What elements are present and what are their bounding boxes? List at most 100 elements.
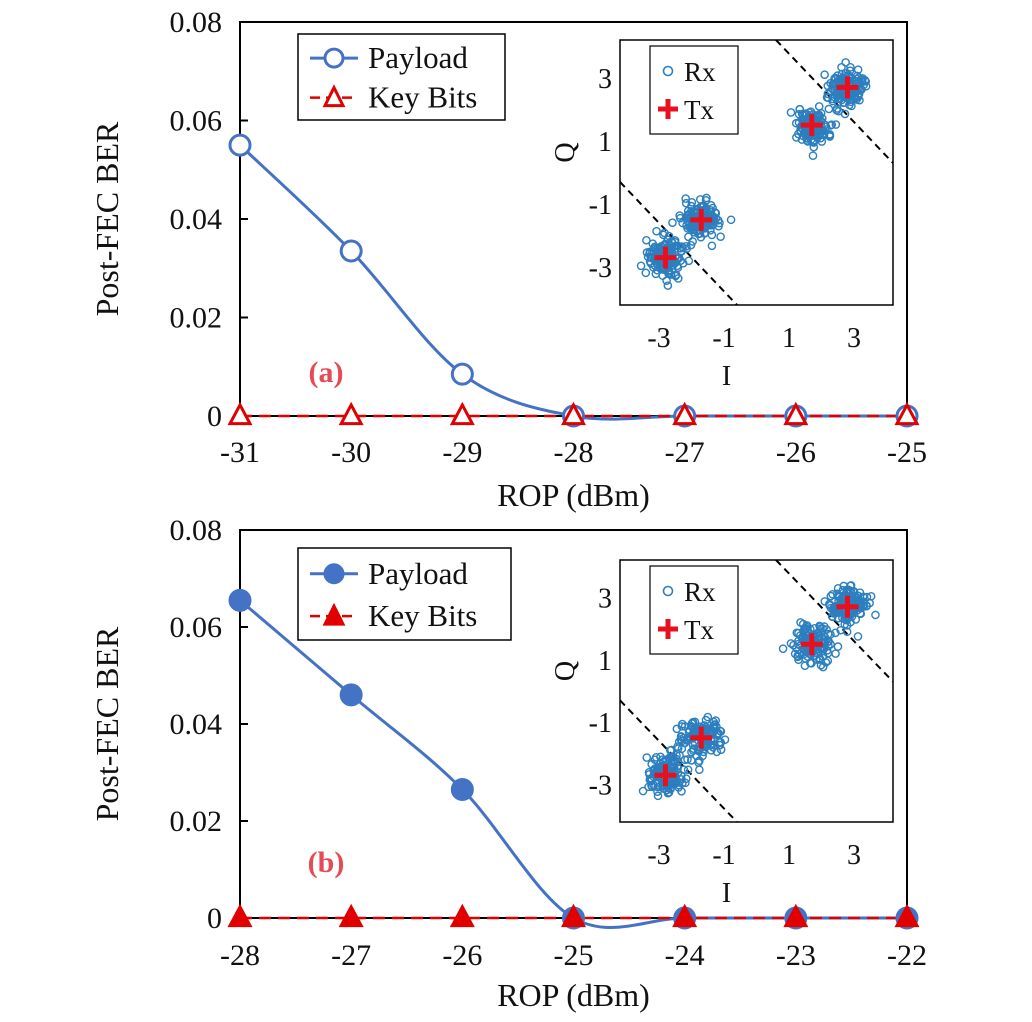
rx-point (638, 786, 648, 796)
x-tick-label: -30 (331, 436, 371, 469)
inset-frame (619, 39, 894, 306)
rx-point (837, 69, 847, 79)
rx-point (826, 630, 835, 639)
keybits-point (894, 903, 920, 928)
legend-keybits-label: Key Bits (368, 80, 477, 115)
rx-point (786, 108, 796, 117)
inset-y-axis-label: Q (550, 142, 581, 162)
rx-point (818, 624, 827, 633)
x-tick-label: -24 (665, 939, 705, 972)
rx-point (871, 610, 880, 620)
rx-point (817, 137, 827, 146)
rx-point (700, 229, 709, 238)
y-tick-label: 0.06 (170, 611, 223, 644)
rx-point (778, 644, 788, 653)
keybits-point (560, 903, 587, 928)
rx-point (846, 63, 855, 72)
inset-y-tick-label: -3 (589, 253, 612, 284)
rx-point (862, 592, 872, 602)
rx-point (836, 625, 845, 635)
inset-legend-rx-marker (662, 585, 674, 597)
keybits-point (449, 903, 475, 928)
rx-point (675, 213, 685, 223)
legend-keybits-marker (322, 602, 346, 626)
rx-point (831, 73, 840, 83)
inset-constellation: -3 -1 1 3 3 1 -1 -3 I Q Rx Tx (550, 554, 894, 909)
keybits-point (672, 401, 698, 426)
rx-point (644, 767, 654, 777)
rx-point (681, 194, 690, 203)
rx-point (793, 651, 802, 661)
x-tick-label: -31 (220, 436, 260, 469)
rx-point (673, 263, 683, 273)
y-tick-label: 0.04 (170, 203, 223, 236)
rx-point (683, 765, 693, 775)
rx-point (860, 75, 870, 85)
rx-point (707, 241, 717, 251)
inset-x-tick-label: 1 (782, 840, 796, 871)
rx-point (837, 95, 847, 105)
inset-y-tick-label: -1 (589, 708, 612, 739)
rx-point (710, 208, 720, 217)
tx-point (836, 595, 859, 618)
panel-tag: (b) (308, 846, 345, 879)
panel-a: 00.020.040.060.08-31 -30 -29 -28 -27 -26 -25RO… (89, 6, 927, 513)
rx-point (814, 112, 824, 121)
inset-legend-box (649, 45, 739, 135)
rx-point (814, 102, 824, 111)
rx-point (652, 226, 661, 236)
rx-point (853, 632, 863, 641)
inset-y-tick-label: 3 (598, 64, 612, 95)
rx-point (861, 77, 871, 86)
rx-point (695, 756, 704, 765)
rx-point (825, 131, 835, 140)
inset-constellation: -3 -1 1 3 3 1 -1 -3 I Q Rx Tx (550, 32, 894, 392)
inset-x-tick-label: 3 (847, 323, 861, 354)
rx-point (808, 151, 818, 160)
x-tick-label: -23 (776, 939, 816, 972)
x-axis-label: ROP (dBm) (497, 477, 650, 513)
inset-x-tick-label: -3 (647, 323, 670, 354)
inset-x-axis-label: I (722, 361, 731, 392)
inset-y-axis-label: Q (550, 661, 581, 681)
rx-point (664, 268, 673, 278)
x-tick-label: -29 (442, 436, 482, 469)
rx-point (684, 256, 694, 266)
rx-point (686, 240, 696, 250)
rx-point (815, 622, 825, 631)
rx-point (647, 782, 657, 792)
inset-x-tick-label: -1 (712, 323, 735, 354)
rx-point (841, 58, 850, 67)
inset-legend-rx-label: Rx (684, 577, 716, 607)
rx-point (659, 230, 668, 240)
inset-x-tick-label: 1 (782, 323, 796, 354)
rx-point (651, 753, 661, 762)
tx-point (654, 764, 677, 787)
payload-point (450, 777, 474, 801)
x-tick-label: -22 (887, 939, 927, 972)
rx-point (798, 619, 808, 629)
x-axis-label: ROP (dBm) (497, 977, 650, 1013)
rx-point (796, 126, 805, 136)
rx-point (681, 778, 690, 788)
rx-point (824, 104, 834, 114)
rx-point (695, 765, 704, 775)
rx-point (673, 744, 683, 753)
x-tick-label: -26 (442, 939, 482, 972)
rx-point (809, 142, 819, 152)
rx-point (831, 628, 840, 638)
inset-frame (619, 559, 894, 823)
inset-legend-box (649, 565, 739, 655)
tx-point (800, 114, 823, 137)
rx-point (684, 232, 693, 242)
inset-legend-tx-marker (658, 99, 678, 119)
rx-point (715, 740, 724, 750)
legend-payload-label: Payload (368, 40, 468, 75)
y-tick-label: 0.02 (170, 805, 223, 838)
rx-point (706, 746, 716, 755)
rx-point (855, 608, 865, 618)
rx-point (798, 114, 807, 124)
inset-legend-tx-label: Tx (684, 95, 714, 125)
